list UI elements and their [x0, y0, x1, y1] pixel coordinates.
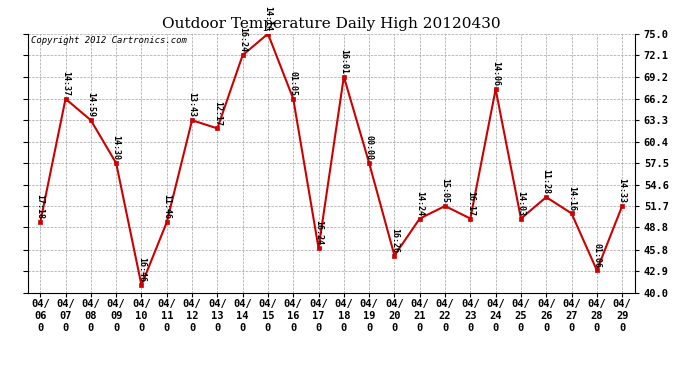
Text: 14:37: 14:37 — [61, 71, 70, 96]
Text: 01:05: 01:05 — [288, 71, 298, 96]
Text: 16:17: 16:17 — [466, 191, 475, 216]
Text: 00:00: 00:00 — [364, 135, 374, 160]
Text: 16:46: 16:46 — [137, 257, 146, 282]
Text: 14:03: 14:03 — [516, 191, 526, 216]
Text: 11:28: 11:28 — [542, 170, 551, 194]
Text: 16:01: 16:01 — [339, 49, 348, 74]
Text: 14:30: 14:30 — [112, 135, 121, 160]
Text: 14:33: 14:33 — [618, 178, 627, 203]
Text: 17:18: 17:18 — [36, 195, 45, 219]
Text: Copyright 2012 Cartronics.com: Copyright 2012 Cartronics.com — [30, 36, 186, 45]
Text: 14:59: 14:59 — [86, 93, 95, 117]
Text: 15:05: 15:05 — [440, 178, 450, 203]
Text: 12:17: 12:17 — [213, 100, 222, 126]
Text: 01:06: 01:06 — [592, 243, 602, 267]
Text: 14:14: 14:14 — [264, 6, 273, 31]
Text: 14:06: 14:06 — [491, 62, 500, 86]
Text: 11:46: 11:46 — [162, 195, 171, 219]
Text: 14:24: 14:24 — [415, 191, 424, 216]
Text: 13:43: 13:43 — [188, 93, 197, 117]
Text: 16:26: 16:26 — [390, 228, 399, 253]
Title: Outdoor Temperature Daily High 20120430: Outdoor Temperature Daily High 20120430 — [162, 17, 500, 31]
Text: 16:24: 16:24 — [314, 220, 323, 245]
Text: 16:24: 16:24 — [238, 27, 247, 53]
Text: 14:16: 14:16 — [567, 186, 576, 211]
